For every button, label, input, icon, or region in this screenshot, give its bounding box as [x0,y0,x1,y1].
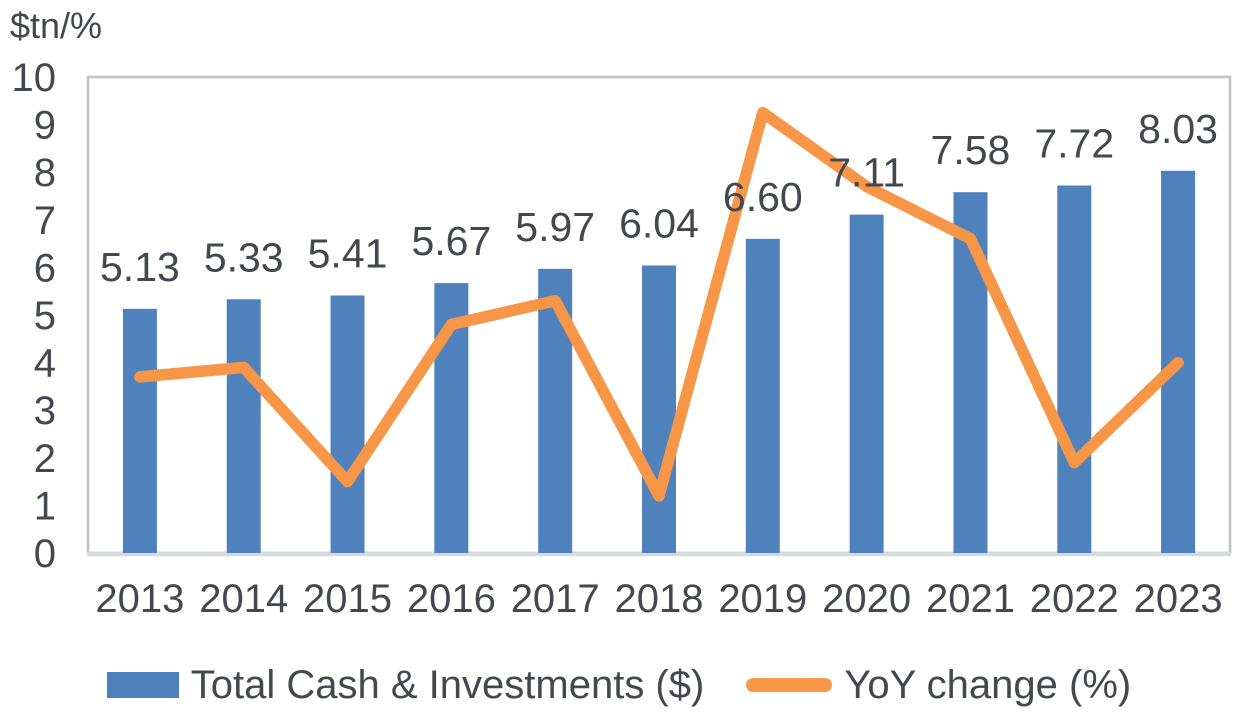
data-label-2023: 8.03 [1138,106,1218,152]
y-tick-label: 0 [34,532,56,576]
bar-2020 [849,214,884,553]
x-tick-label-2017: 2017 [511,577,600,621]
data-label-2022: 7.72 [1034,121,1114,167]
bar-series-swatch-icon [106,672,179,698]
x-tick-label-2015: 2015 [303,577,392,621]
bar-2015 [330,295,365,553]
data-label-2017: 5.97 [515,204,595,250]
y-tick-label: 5 [34,294,56,338]
line-series [134,106,1184,502]
y-tick-label: 10 [12,56,57,100]
bar-2014 [226,299,261,553]
y-tick-label: 8 [34,151,56,195]
x-tick-label-2022: 2022 [1030,577,1119,621]
legend: Total Cash & Investments ($) YoY change … [0,655,1238,715]
bar-2013 [122,308,157,553]
y-tick-label: 4 [34,342,56,386]
y-tick-label: 9 [34,104,56,148]
bar-data-labels: 5.13 5.33 5.41 5.67 5.97 6.04 6.60 7.11 7.58 7.72… [100,106,1218,290]
y-tick-label: 2 [34,437,56,481]
x-tick-label-2019: 2019 [718,577,807,621]
x-tick-label-2016: 2016 [407,577,496,621]
y-tick-label: 1 [34,484,56,528]
x-tick-label-2013: 2013 [95,577,184,621]
bar-2019 [745,238,780,553]
x-tick-label-2020: 2020 [822,577,911,621]
data-label-2018: 6.04 [619,200,699,246]
x-tick-label-2021: 2021 [926,577,1015,621]
data-label-2015: 5.41 [308,230,388,276]
legend-item-bar-series: Total Cash & Investments ($) [106,662,705,708]
legend-item-line-series: YoY change (%) [746,663,1131,708]
y-axis-title: $tn/% [10,5,103,46]
y-tick-label: 7 [34,199,56,243]
data-label-2016: 5.67 [411,218,491,264]
bar-2018 [642,265,676,553]
bar-2022 [1057,185,1092,553]
x-tick-label-2023: 2023 [1134,577,1223,621]
bar-series-label: Total Cash & Investments ($) [190,662,705,707]
x-axis-labels: 2013 2014 2015 2016 2017 2018 2019 2020 2021 2022… [95,577,1222,621]
x-tick-label-2018: 2018 [615,577,704,621]
line-series-label: YoY change (%) [844,662,1132,707]
yoy-line [134,106,1184,502]
y-tick-label: 6 [34,246,56,290]
data-label-2014: 5.33 [204,234,284,280]
data-label-2013: 5.13 [100,244,180,290]
data-label-2021: 7.58 [931,127,1011,173]
x-tick-label-2014: 2014 [199,577,288,621]
data-label-2020: 7.11 [828,150,905,196]
data-label-2019: 6.60 [723,174,803,220]
y-tick-label: 3 [34,389,56,433]
line-series-swatch-icon [746,678,833,692]
